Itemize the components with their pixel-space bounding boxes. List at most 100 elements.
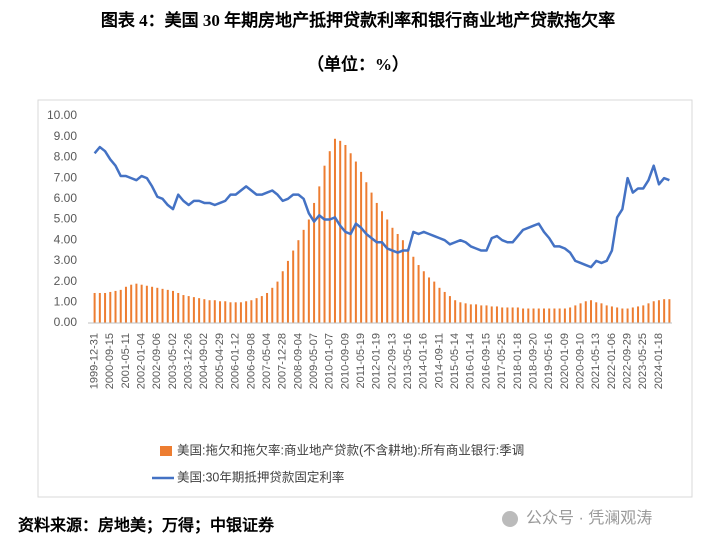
x-tick-label: 2016-01-14 — [465, 333, 477, 389]
x-tick-label: 1999-12-31 — [89, 333, 101, 389]
bar — [130, 284, 133, 323]
x-tick-label: 2009-05-07 — [308, 333, 320, 389]
bar — [370, 192, 373, 323]
x-tick-label: 2002-01-04 — [136, 333, 148, 389]
bar — [360, 171, 363, 323]
x-tick-label: 2001-05-11 — [120, 333, 132, 388]
x-tick-label: 2004-09-02 — [198, 333, 210, 389]
x-tick-label: 2013-05-16 — [402, 333, 414, 389]
bar — [558, 308, 561, 323]
x-tick-label: 2020-09-10 — [574, 333, 586, 389]
bar — [219, 301, 222, 323]
legend-label: 美国:30年期抵押贷款固定利率 — [177, 469, 344, 484]
x-tick-label: 2011-05-19 — [355, 333, 367, 388]
x-tick-label: 2015-05-14 — [449, 333, 461, 389]
bar — [124, 286, 127, 323]
bar — [98, 292, 101, 323]
watermark-icon — [502, 511, 518, 527]
y-tick-label: 3.00 — [54, 253, 78, 267]
bar — [600, 303, 603, 323]
bar — [213, 300, 216, 323]
x-tick-label: 2008-09-04 — [292, 333, 304, 389]
x-tick-label: 2021-05-13 — [590, 333, 602, 389]
bar — [187, 296, 190, 323]
bar — [344, 144, 347, 323]
x-tick-label: 2022-09-29 — [621, 333, 633, 389]
chart-subtitle: （单位：%） — [307, 54, 409, 74]
x-tick-label: 2012-09-13 — [386, 333, 398, 389]
bar — [485, 305, 488, 323]
bar — [417, 265, 420, 323]
bar — [642, 305, 645, 323]
bar — [590, 300, 593, 323]
bar — [422, 271, 425, 323]
y-tick-label: 6.00 — [54, 191, 78, 205]
y-tick-label: 5.00 — [54, 212, 78, 226]
x-tick-label: 2007-12-28 — [277, 333, 289, 389]
bar — [407, 248, 410, 323]
x-tick-label: 2016-09-15 — [480, 333, 492, 389]
bar — [381, 211, 383, 323]
bar — [563, 308, 566, 323]
bar — [386, 219, 389, 323]
bar — [584, 301, 587, 323]
bar — [286, 260, 289, 323]
bar — [333, 138, 336, 323]
bar — [631, 307, 634, 323]
bar — [297, 240, 300, 323]
bar — [647, 303, 650, 323]
bar — [171, 290, 174, 323]
bar — [668, 299, 671, 323]
bar — [637, 306, 640, 323]
y-tick-label: 4.00 — [54, 232, 78, 246]
bar — [161, 288, 164, 323]
x-tick-label: 2022-01-06 — [606, 333, 618, 389]
bar — [401, 240, 404, 323]
bar — [495, 306, 498, 323]
bar — [114, 290, 117, 323]
bar — [234, 302, 237, 323]
x-tick-label: 2019-05-16 — [543, 333, 555, 389]
bar — [459, 302, 462, 323]
bar — [156, 287, 159, 323]
bar — [119, 289, 122, 323]
x-tick-label: 2014-09-11 — [433, 333, 445, 388]
bar — [145, 285, 148, 323]
bar — [438, 287, 441, 323]
bar — [490, 306, 493, 323]
y-tick-label: 0.00 — [54, 315, 78, 329]
bar — [203, 299, 206, 323]
bar — [93, 292, 96, 323]
y-tick-label: 9.00 — [54, 129, 78, 143]
bar — [501, 307, 504, 323]
bar — [621, 308, 624, 323]
bar — [255, 298, 258, 323]
bar — [448, 296, 451, 323]
bar — [532, 308, 535, 323]
bar — [511, 307, 514, 323]
bar — [464, 303, 467, 323]
x-tick-label: 2010-01-07 — [324, 333, 336, 389]
bar — [412, 256, 415, 323]
y-tick-label: 1.00 — [54, 294, 78, 308]
x-tick-label: 2018-01-18 — [512, 333, 524, 389]
bar — [443, 291, 446, 323]
x-tick-label: 2005-04-29 — [214, 333, 226, 389]
legend-label: 美国:拖欠和拖欠率:商业地产贷款(不含耕地):所有商业银行:季调 — [177, 442, 524, 457]
bar — [182, 295, 185, 323]
bar — [569, 307, 572, 323]
bar — [266, 292, 269, 323]
bar — [657, 300, 660, 323]
source: 资料来源：房地美；万得；中银证券 — [18, 516, 275, 535]
bar — [198, 298, 201, 323]
bar — [428, 277, 431, 323]
bar — [292, 250, 295, 323]
bar — [480, 305, 483, 323]
bar — [454, 300, 457, 323]
bar — [271, 287, 274, 323]
line — [93, 145, 670, 269]
y-tick-label: 10.00 — [47, 108, 77, 122]
bar — [276, 281, 279, 323]
